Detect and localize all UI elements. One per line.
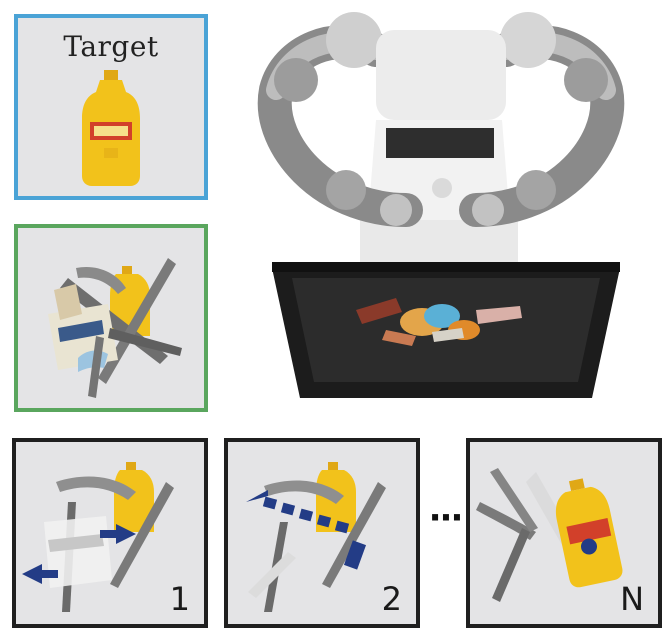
step-label-2: 2 xyxy=(381,580,402,618)
target-title: Target xyxy=(63,30,159,63)
cluttered-objects-image xyxy=(48,258,182,398)
arrow-icon xyxy=(246,490,268,502)
mustard-bottle-icon xyxy=(122,266,132,274)
step-panel-n: N xyxy=(466,438,662,628)
clamp-icon xyxy=(264,480,344,504)
mustard-bottle-icon xyxy=(555,478,623,588)
clamp-icon xyxy=(56,476,136,500)
robot-scene xyxy=(257,12,625,398)
ellipsis: ··· xyxy=(428,498,464,538)
step-panel-2: 2 xyxy=(224,438,420,628)
arrow-icon xyxy=(100,524,136,544)
step-panel-1: 1 xyxy=(12,438,208,628)
tray-icon xyxy=(272,262,620,398)
target-panel: Target xyxy=(14,14,208,200)
step-label-n: N xyxy=(620,580,644,618)
step-label-1: 1 xyxy=(169,580,190,618)
robot-icon xyxy=(257,12,625,270)
arrow-icon xyxy=(22,564,58,584)
step-2-image xyxy=(246,462,386,612)
step-1-image xyxy=(22,462,174,612)
observation-panel xyxy=(14,224,208,412)
step-n-image xyxy=(476,468,623,602)
mustard-bottle-icon xyxy=(82,70,140,186)
